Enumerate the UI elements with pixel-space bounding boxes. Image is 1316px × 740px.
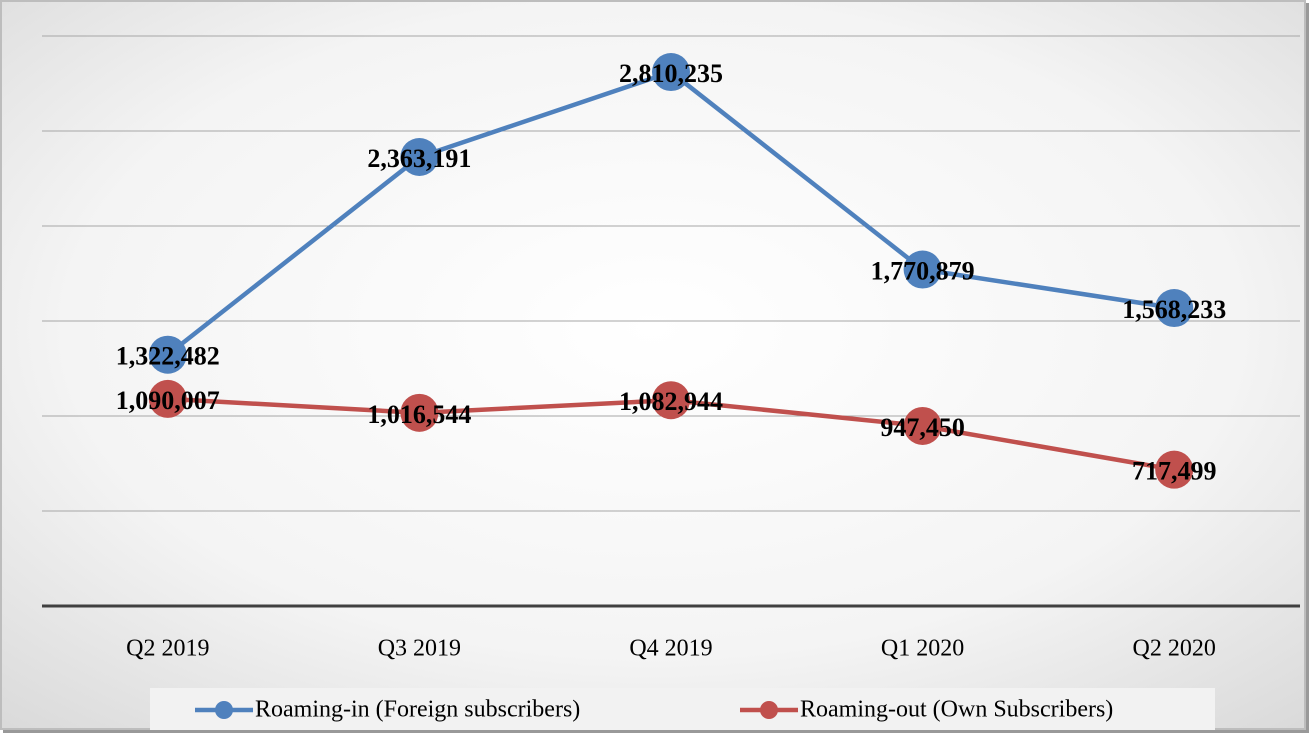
x-tick-label: Q3 2019 [378, 636, 461, 662]
marker [148, 379, 187, 418]
marker [400, 137, 439, 176]
data-label: 1,090,007 [116, 386, 220, 415]
x-tick-label: Q4 2019 [629, 636, 712, 662]
marker [903, 250, 942, 289]
legend-marker [760, 701, 778, 719]
marker [903, 406, 942, 445]
chart-area [0, 0, 1306, 730]
data-label: 947,450 [880, 413, 965, 442]
data-label: 717,499 [1132, 457, 1217, 486]
marker [148, 335, 187, 374]
legend-label: Roaming-out (Own Subscribers) [800, 697, 1113, 723]
data-label: 2,810,235 [619, 59, 723, 88]
marker [652, 381, 690, 420]
data-label: 1,082,944 [619, 387, 723, 416]
data-label: 2,363,191 [367, 144, 471, 173]
marker [1155, 289, 1194, 328]
data-label: 1,770,879 [871, 257, 975, 286]
marker [652, 53, 690, 92]
x-tick-label: Q2 2019 [126, 636, 209, 662]
legend-label: Roaming-in (Foreign subscribers) [255, 697, 580, 723]
data-label: 1,016,544 [367, 400, 471, 429]
marker [1155, 450, 1194, 489]
legend-box [150, 688, 1215, 730]
legend-marker [215, 701, 233, 719]
x-tick-label: Q2 2020 [1133, 636, 1216, 662]
data-label: 1,568,233 [1122, 295, 1226, 324]
x-tick-label: Q1 2020 [881, 636, 964, 662]
data-label: 1,322,482 [116, 342, 220, 371]
marker [400, 393, 439, 432]
